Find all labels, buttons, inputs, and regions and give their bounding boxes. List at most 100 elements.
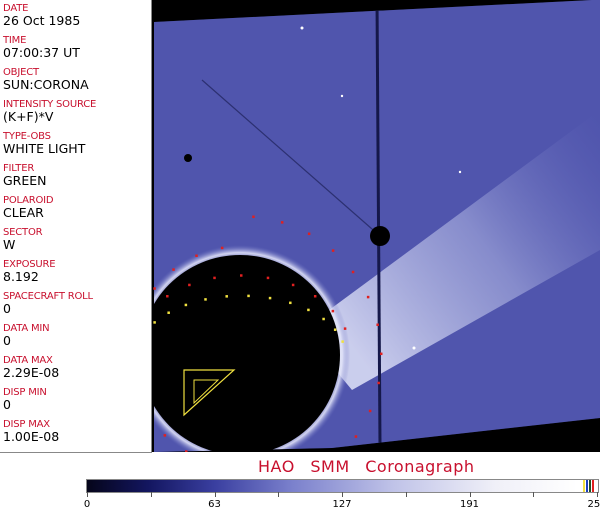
overlay-dot (313, 294, 317, 298)
field-disp-max: DISP MAX 1.00E-08 (3, 419, 59, 444)
field-label: SPACECRAFT ROLL (3, 291, 93, 302)
colorbar-tick (342, 492, 343, 497)
field-value: 0 (3, 333, 11, 348)
field-object: OBJECT SUN:CORONA (3, 67, 89, 92)
field-type-obs: TYPE-OBS WHITE LIGHT (3, 131, 85, 156)
occulting-disk (152, 255, 340, 452)
overlay-dot (343, 327, 347, 330)
field-disp-min: DISP MIN 0 (3, 387, 47, 412)
colorbar-tick-label: 0 (83, 499, 91, 510)
field-label: DATA MAX (3, 355, 53, 366)
header-panel: DATE 26 Oct 1985 TIME 07:00:37 UT OBJECT SUN:… (0, 0, 152, 453)
field-value: 0 (3, 397, 11, 412)
field-label: DISP MAX (3, 419, 50, 430)
colorbar-tick-label: 127 (332, 499, 352, 510)
overlay-dot (333, 328, 337, 331)
field-value: WHITE LIGHT (3, 141, 86, 156)
field-sector: SECTOR W (3, 227, 43, 252)
colorbar-tick (214, 492, 216, 497)
overlay-dot (167, 311, 170, 314)
field-label: DATE (3, 3, 29, 14)
overlay-dot (188, 283, 191, 287)
overlay-dot (184, 303, 188, 307)
field-time: TIME 07:00:37 UT (3, 35, 80, 60)
overlay-dot (247, 294, 250, 298)
overlay-dot (220, 246, 224, 250)
field-spacecraft-roll: SPACECRAFT ROLL 0 (3, 291, 93, 316)
colorbar-tick (405, 492, 407, 497)
overlay-dot (376, 323, 379, 327)
overlay-dot (252, 215, 255, 219)
colorbar-tick-label: 255 (587, 499, 600, 510)
field-value: W (3, 237, 16, 252)
overlay-dot (153, 287, 156, 290)
overlay-dot (172, 268, 175, 271)
overlay-dot (166, 294, 169, 298)
field-label: OBJECT (3, 67, 39, 78)
field-label: INTENSITY SOURCE (3, 99, 97, 110)
overlay-dot (307, 232, 311, 236)
overlay-dot (280, 221, 284, 224)
colorbar-tick-label: 63 (208, 499, 221, 510)
field-label: DISP MIN (3, 387, 47, 398)
field-intensity-source: INTENSITY SOURCE (K+F)*V (3, 99, 96, 124)
colorbar-tick (469, 492, 471, 497)
overlay-dot (354, 435, 358, 438)
occulter-pylon (375, 0, 382, 446)
field-value: 2.29E-08 (3, 365, 60, 380)
overlay-dot (322, 317, 325, 321)
field-value: 1.00E-08 (3, 429, 60, 444)
overlay-dot (331, 249, 335, 252)
overlay-dot (331, 309, 335, 313)
field-label: DATA MIN (3, 323, 50, 334)
overlay-yellow-dots (153, 294, 344, 343)
overlay-dot (351, 270, 355, 274)
field-value: 07:00:37 UT (3, 45, 80, 60)
overlay-dot (213, 276, 216, 280)
colorbar-tick (150, 492, 152, 497)
overlay-dot (195, 254, 198, 258)
overlay-dot (225, 295, 228, 298)
field-label: FILTER (3, 163, 35, 174)
field-value: CLEAR (3, 205, 44, 220)
colorbar-tick (597, 492, 598, 497)
overlay-dot (379, 352, 383, 356)
field-data-min: DATA MIN 0 (3, 323, 50, 348)
overlay-dot (204, 298, 207, 301)
pylon-hub (370, 226, 390, 246)
overlay-dot (163, 434, 167, 437)
overlay-dot (185, 450, 188, 452)
overlay-dot (153, 321, 156, 324)
coronagraph-image (152, 0, 600, 452)
field-label: SECTOR (3, 227, 43, 238)
overlay-dot (341, 340, 344, 343)
field-data-max: DATA MAX 2.29E-08 (3, 355, 59, 380)
overlay-dot (377, 381, 380, 385)
field-date: DATE 26 Oct 1985 (3, 3, 80, 28)
field-filter: FILTER GREEN (3, 163, 47, 188)
overlay-dot (268, 296, 272, 300)
overlay-dot (289, 301, 292, 305)
field-label: TYPE-OBS (3, 131, 51, 142)
field-value: 8.192 (3, 269, 39, 284)
field-value: GREEN (3, 173, 47, 188)
field-label: TIME (3, 35, 27, 46)
field-value: (K+F)*V (3, 109, 54, 124)
overlay-dot (291, 283, 295, 287)
field-exposure: EXPOSURE 8.192 (3, 259, 56, 284)
colorbar-tick-label: 191 (459, 499, 480, 510)
colorbar-tick (87, 492, 88, 497)
overlay-triangle (183, 369, 236, 417)
colorbar (86, 479, 599, 493)
field-label: POLAROID (3, 195, 54, 206)
image-title: HAO SMM Coronagraph (258, 457, 475, 476)
colorbar-tick (278, 492, 280, 497)
overlay-dot (240, 274, 243, 277)
field-label: EXPOSURE (3, 259, 56, 270)
coronal-streamer (302, 110, 600, 390)
field-value: SUN:CORONA (3, 77, 89, 92)
overlay-dot (368, 409, 372, 413)
field-value: 0 (3, 301, 11, 316)
overlay-dot (266, 276, 270, 280)
overlay-dot (366, 295, 370, 299)
